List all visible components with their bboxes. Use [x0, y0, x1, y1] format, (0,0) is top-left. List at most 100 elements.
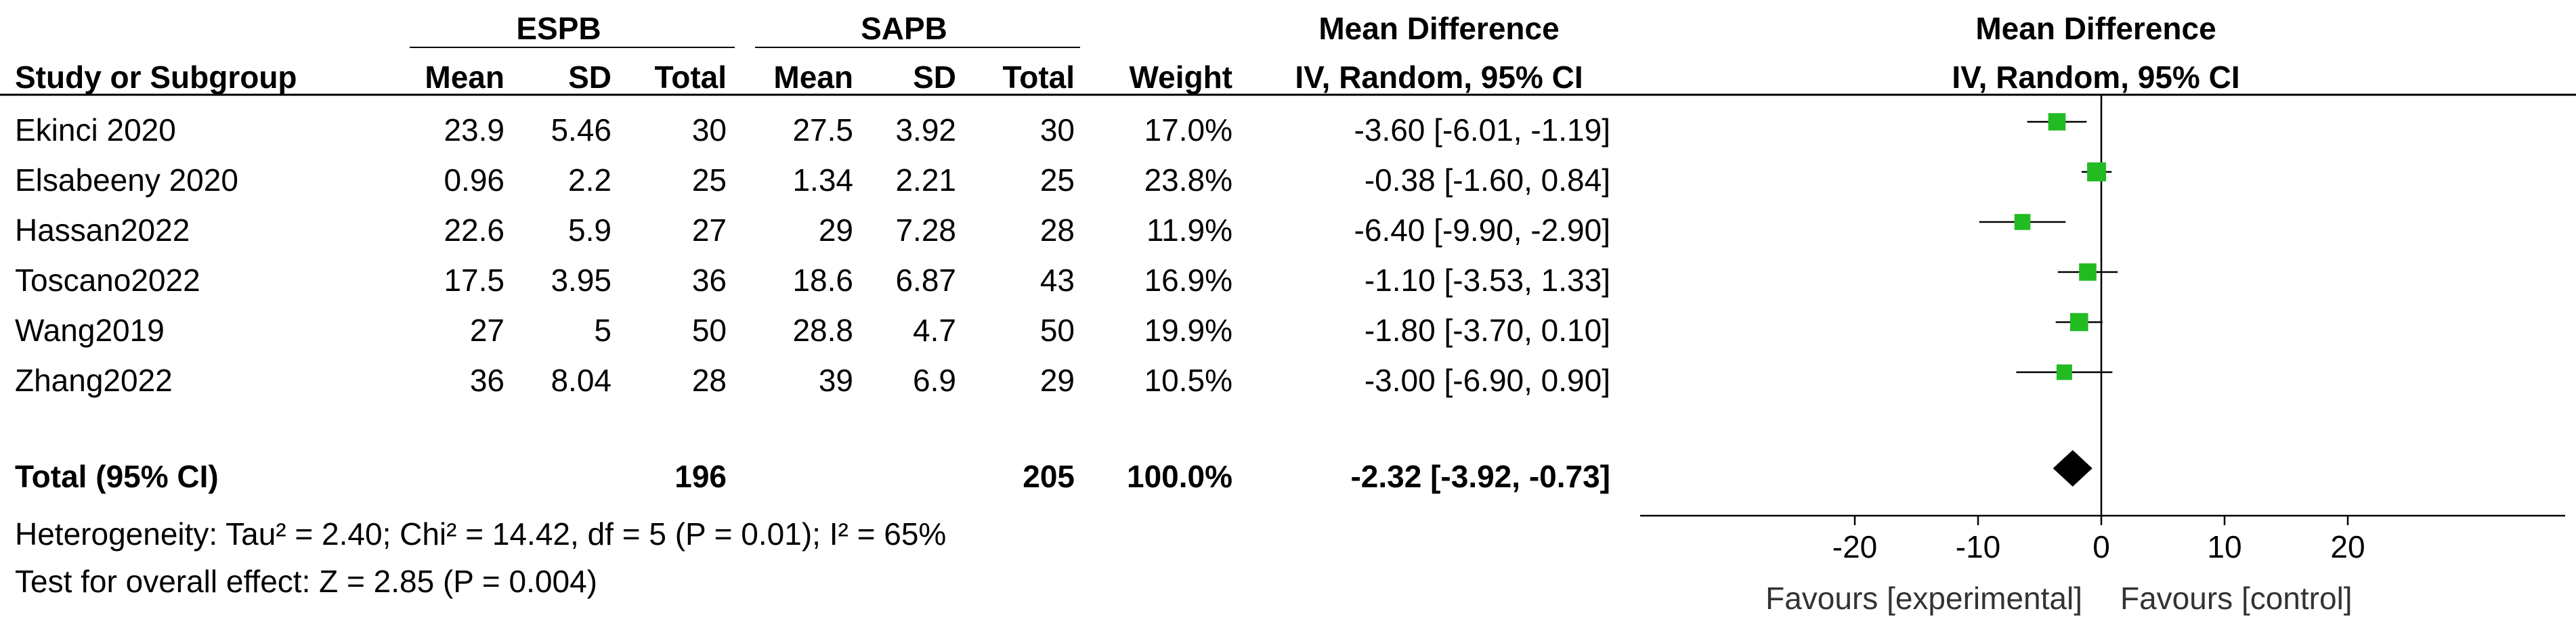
ctl-total: 50: [1040, 313, 1075, 348]
ci-text: -1.10 [-3.53, 1.33]: [1365, 263, 1610, 298]
exp-mean: 17.5: [444, 263, 505, 298]
table-row: Zhang2022 36 8.04 28 39 6.9 29 10.5% -3.00 [-6.9…: [15, 363, 1610, 398]
x-tick-label: -20: [1832, 529, 1877, 564]
exp-mean: 22.6: [444, 213, 505, 248]
weight: 11.9%: [1146, 213, 1232, 248]
pooled-estimate-diamond: [2053, 450, 2092, 487]
study-name: Elsabeeny 2020: [15, 162, 238, 198]
x-tick-label: 0: [2092, 529, 2110, 564]
total-weight: 100.0%: [1127, 459, 1232, 494]
point-estimate-marker: [2079, 263, 2097, 281]
col-header-method: IV, Random, 95% CI: [1295, 60, 1583, 95]
ci-text: -1.80 [-3.70, 0.10]: [1365, 313, 1610, 348]
total-exp-total: 196: [674, 459, 727, 494]
ctl-sd: 2.21: [895, 162, 956, 198]
exp-total: 30: [692, 112, 727, 148]
col-header-ctl-mean: Mean: [773, 60, 853, 95]
ci-text: -3.00 [-6.90, 0.90]: [1365, 363, 1610, 398]
exp-sd: 5.9: [568, 213, 611, 248]
total-ci-text: -2.32 [-3.92, -0.73]: [1350, 459, 1610, 494]
x-tick-label: 20: [2330, 529, 2365, 564]
study-markers: [1979, 113, 2118, 380]
weight: 10.5%: [1144, 363, 1232, 398]
point-estimate-marker: [2069, 313, 2088, 332]
total-ctl-total: 205: [1023, 459, 1075, 494]
col-header-study: Study or Subgroup: [15, 60, 297, 95]
study-name: Toscano2022: [15, 263, 200, 298]
ctl-sd: 4.7: [913, 313, 956, 348]
favours-control-label: Favours [control]: [2120, 581, 2353, 616]
study-rows: Ekinci 2020 23.9 5.46 30 27.5 3.92 30 17.0% -3.6…: [15, 112, 1610, 398]
group-header-experimental: ESPB: [516, 11, 601, 46]
point-estimate-marker: [2087, 162, 2107, 181]
ctl-total: 28: [1040, 213, 1075, 248]
ctl-mean: 29: [819, 213, 853, 248]
study-name: Zhang2022: [15, 363, 173, 398]
exp-sd: 3.95: [551, 263, 611, 298]
col-header-exp-sd: SD: [568, 60, 611, 95]
ci-text: -3.60 [-6.01, -1.19]: [1354, 112, 1610, 148]
exp-total: 50: [692, 313, 727, 348]
weight: 23.8%: [1144, 162, 1232, 198]
favours-experimental-label: Favours [experimental]: [1765, 581, 2082, 616]
col-header-ctl-sd: SD: [913, 60, 956, 95]
point-estimate-marker: [2048, 113, 2066, 131]
exp-sd: 5: [594, 313, 611, 348]
col-header-exp-mean: Mean: [425, 60, 505, 95]
ci-text: -6.40 [-9.90, -2.90]: [1354, 213, 1610, 248]
ctl-sd: 3.92: [895, 112, 956, 148]
ctl-total: 43: [1040, 263, 1075, 298]
plot-title-bottom: IV, Random, 95% CI: [1952, 60, 2239, 95]
forest-plot-area: -20 -10 0 10 20 Favours [experimental] Favou…: [1640, 95, 2565, 616]
exp-mean: 27: [470, 313, 505, 348]
col-header-exp-total: Total: [655, 60, 727, 95]
heterogeneity-text: Heterogeneity: Tau² = 2.40; Chi² = 14.42…: [15, 516, 946, 552]
ctl-mean: 28.8: [792, 313, 853, 348]
exp-total: 28: [692, 363, 727, 398]
weight: 17.0%: [1144, 112, 1232, 148]
exp-total: 25: [692, 162, 727, 198]
ctl-mean: 18.6: [792, 263, 853, 298]
table-row: Ekinci 2020 23.9 5.46 30 27.5 3.92 30 17.0% -3.6…: [15, 112, 1610, 148]
point-estimate-marker: [2056, 364, 2072, 380]
ctl-sd: 6.87: [895, 263, 956, 298]
group-header-control: SAPB: [861, 11, 947, 46]
study-name: Hassan2022: [15, 213, 190, 248]
exp-mean: 0.96: [444, 162, 505, 198]
study-name: Wang2019: [15, 313, 165, 348]
x-axis-ticks: -20 -10 0 10 20: [1832, 516, 2365, 564]
table-row: Toscano2022 17.5 3.95 36 18.6 6.87 43 16.9% -1.1…: [15, 263, 1610, 298]
col-header-ctl-total: Total: [1003, 60, 1075, 95]
exp-mean: 36: [470, 363, 505, 398]
ctl-mean: 39: [819, 363, 853, 398]
point-estimate-marker: [2014, 214, 2031, 230]
col-header-weight: Weight: [1130, 60, 1232, 95]
exp-total: 36: [692, 263, 727, 298]
exp-sd: 2.2: [568, 162, 611, 198]
table-row: Elsabeeny 2020 0.96 2.2 25 1.34 2.21 25 23.8% -0…: [15, 162, 1610, 198]
exp-mean: 23.9: [444, 112, 505, 148]
ctl-total: 30: [1040, 112, 1075, 148]
plot-title-top: Mean Difference: [1975, 11, 2216, 46]
table-row: Hassan2022 22.6 5.9 27 29 7.28 28 11.9% -6.40 [-…: [15, 213, 1610, 248]
study-name: Ekinci 2020: [15, 112, 176, 148]
exp-sd: 5.46: [551, 112, 611, 148]
x-tick-label: -10: [1956, 529, 2000, 564]
ctl-sd: 6.9: [913, 363, 956, 398]
ctl-mean: 1.34: [792, 162, 853, 198]
exp-sd: 8.04: [551, 363, 611, 398]
x-tick-label: 10: [2207, 529, 2241, 564]
effect-measure-header: Mean Difference: [1318, 11, 1559, 46]
ctl-total: 29: [1040, 363, 1075, 398]
exp-total: 27: [692, 213, 727, 248]
weight: 16.9%: [1144, 263, 1232, 298]
weight: 19.9%: [1144, 313, 1232, 348]
overall-effect-text: Test for overall effect: Z = 2.85 (P = 0…: [15, 564, 597, 599]
table-row: Wang2019 27 5 50 28.8 4.7 50 19.9% -1.80 [-3.70,…: [15, 313, 1610, 348]
total-label: Total (95% CI): [15, 459, 219, 494]
ctl-total: 25: [1040, 162, 1075, 198]
ctl-mean: 27.5: [792, 112, 853, 148]
ctl-sd: 7.28: [895, 213, 956, 248]
ci-text: -0.38 [-1.60, 0.84]: [1365, 162, 1610, 198]
